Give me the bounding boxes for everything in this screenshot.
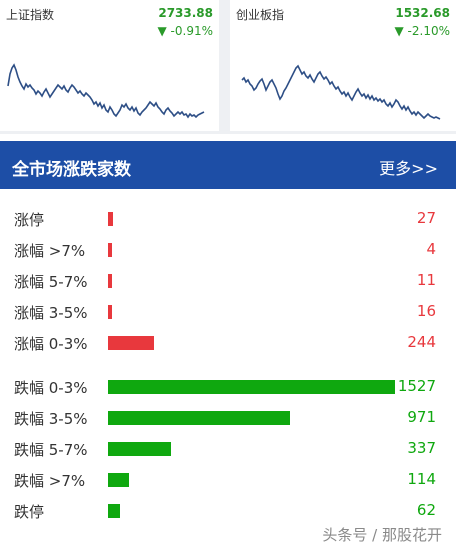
breadth-label: 涨幅 >7% [14, 242, 86, 260]
breadth-row: 跌幅 3-5% 971 [0, 404, 456, 432]
breadth-label: 跌幅 0-3% [14, 379, 88, 397]
breadth-bar [108, 243, 112, 257]
breadth-row: 跌幅 >7% 114 [0, 466, 456, 494]
breadth-bar [108, 442, 172, 456]
breadth-label: 涨幅 5-7% [14, 273, 88, 291]
breadth-count: 971 [407, 408, 436, 426]
breadth-count: 4 [426, 240, 436, 258]
breadth-header: 全市场涨跌家数 更多>> [0, 141, 456, 189]
breadth-row: 涨幅 0-3% 244 [0, 329, 456, 357]
breadth-count: 62 [416, 501, 436, 519]
breadth-count: 11 [416, 271, 436, 289]
breadth-label: 跌停 [14, 503, 45, 521]
index-value: 2733.88 [158, 6, 213, 20]
breadth-row: 跌幅 0-3% 1527 [0, 373, 456, 401]
breadth-count: 1527 [397, 377, 436, 395]
breadth-row: 跌幅 5-7% 337 [0, 435, 456, 463]
breadth-bar [108, 504, 120, 518]
breadth-label: 涨幅 3-5% [14, 304, 88, 322]
breadth-label: 跌幅 5-7% [14, 441, 88, 459]
index-panel: 上证指数 2733.88 ▼ -0.91% 创业板指 1532.68 ▼ -2.… [0, 0, 456, 134]
breadth-bar [108, 305, 112, 319]
watermark: 头条号 / 那股花开 [322, 526, 442, 544]
breadth-label: 跌幅 >7% [14, 472, 86, 490]
index-change: ▼ -2.10% [394, 24, 451, 38]
breadth-count: 114 [407, 470, 436, 488]
index-card-shanghai[interactable]: 上证指数 2733.88 ▼ -0.91% [0, 0, 219, 131]
breadth-label: 涨幅 0-3% [14, 335, 88, 353]
breadth-bar [108, 473, 130, 487]
more-link[interactable]: 更多>> [379, 159, 438, 178]
breadth-bar [108, 336, 154, 350]
breadth-bar [108, 411, 291, 425]
breadth-count: 16 [416, 302, 436, 320]
index-name: 上证指数 [6, 8, 55, 22]
breadth-bar [108, 212, 114, 226]
breadth-row: 涨幅 >7% 4 [0, 236, 456, 264]
breadth-count: 27 [416, 209, 436, 227]
index-value: 1532.68 [395, 6, 450, 20]
index-name: 创业板指 [236, 8, 285, 22]
breadth-row: 跌停 62 [0, 497, 456, 525]
breadth-count: 337 [407, 439, 436, 457]
breadth-row: 涨幅 5-7% 11 [0, 267, 456, 295]
breadth-bar [108, 380, 395, 394]
section-title: 全市场涨跌家数 [12, 160, 131, 180]
index-sparkline [241, 64, 441, 120]
breadth-bar [108, 274, 112, 288]
breadth-label: 涨停 [14, 211, 45, 229]
index-card-chinext[interactable]: 创业板指 1532.68 ▼ -2.10% [230, 0, 456, 131]
index-sparkline [7, 63, 205, 119]
index-change: ▼ -0.91% [157, 24, 214, 38]
breadth-label: 跌幅 3-5% [14, 410, 88, 428]
breadth-row: 涨停 27 [0, 205, 456, 233]
breadth-count: 244 [407, 333, 436, 351]
breadth-row: 涨幅 3-5% 16 [0, 298, 456, 326]
